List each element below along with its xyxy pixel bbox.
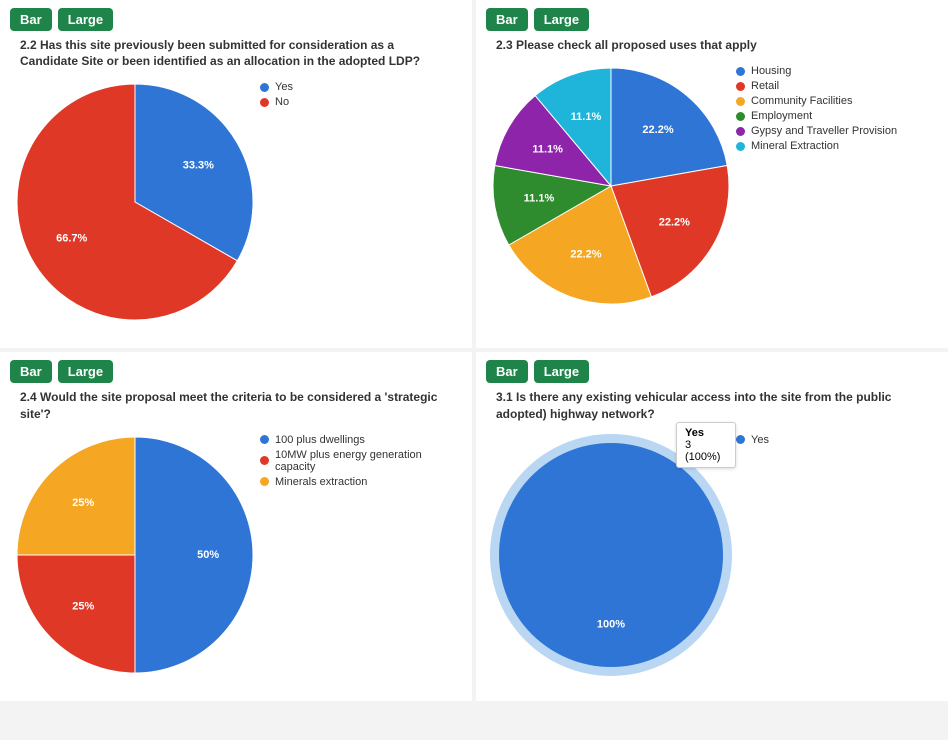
chart-tooltip: Yes3 (100%)	[676, 422, 736, 468]
legend-label: Employment	[751, 110, 812, 122]
legend-item[interactable]: No	[260, 96, 293, 108]
large-button[interactable]: Large	[534, 360, 589, 383]
legend-item[interactable]: Mineral Extraction	[736, 140, 897, 152]
slice-pct-label: 22.2%	[570, 249, 601, 261]
dashboard-grid: Bar Large 2.2 Has this site previously bee…	[0, 0, 948, 701]
pie-slice[interactable]	[17, 437, 135, 555]
slice-pct-label: 25%	[72, 497, 94, 509]
pie-chart: 33.3% 66.7%	[10, 77, 260, 327]
slice-pct-label: 11.1%	[571, 111, 602, 123]
chart-row: 33.3% 66.7% Yes No	[10, 77, 462, 332]
legend-label: Retail	[751, 80, 779, 92]
legend-item[interactable]: 100 plus dwellings	[260, 434, 462, 446]
button-row: Bar Large	[10, 8, 462, 31]
legend-label: Mineral Extraction	[751, 140, 839, 152]
legend-swatch	[260, 83, 269, 92]
slice-pct-label: 11.1%	[532, 144, 563, 156]
legend-item[interactable]: Employment	[736, 110, 897, 122]
legend-label: Community Facilities	[751, 95, 852, 107]
legend-label: 100 plus dwellings	[275, 434, 365, 446]
legend-item[interactable]: 10MW plus energy generation capacity	[260, 449, 462, 473]
slice-pct-label: 11.1%	[524, 193, 555, 205]
chart-wrap: 22.2% 22.2% 22.2% 11.1% 11.1% 11.1%	[486, 61, 736, 316]
legend-swatch	[736, 435, 745, 444]
chart-wrap: 100% Yes3 (100%)	[486, 430, 736, 685]
legend-item[interactable]: Housing	[736, 65, 897, 77]
slice-pct-label: 100%	[597, 618, 625, 630]
legend-item[interactable]: Yes	[260, 81, 293, 93]
panel-p22: Bar Large 2.2 Has this site previously bee…	[0, 0, 472, 348]
pie-chart: 22.2% 22.2% 22.2% 11.1% 11.1% 11.1%	[486, 61, 736, 311]
chart-title: 3.1 Is there any existing vehicular acce…	[496, 389, 928, 421]
legend-label: 10MW plus energy generation capacity	[275, 449, 462, 473]
pie-slice[interactable]	[135, 437, 253, 673]
legend-swatch	[736, 112, 745, 121]
legend-swatch	[736, 97, 745, 106]
legend-item[interactable]: Yes	[736, 434, 769, 446]
tooltip-body: 3 (100%)	[685, 439, 727, 463]
legend-swatch	[260, 456, 269, 465]
slice-pct-label: 25%	[72, 600, 94, 612]
legend-item[interactable]: Community Facilities	[736, 95, 897, 107]
legend-label: Minerals extraction	[275, 476, 367, 488]
legend-swatch	[260, 98, 269, 107]
legend-item[interactable]: Retail	[736, 80, 897, 92]
pie-slice[interactable]	[17, 555, 135, 673]
legend-swatch	[736, 67, 745, 76]
large-button[interactable]: Large	[534, 8, 589, 31]
legend: 100 plus dwellings 10MW plus energy gener…	[260, 430, 462, 491]
panel-p23: Bar Large 2.3 Please check all proposed us…	[476, 0, 948, 348]
chart-wrap: 33.3% 66.7%	[10, 77, 260, 332]
slice-pct-label: 22.2%	[642, 124, 673, 136]
bar-button[interactable]: Bar	[486, 360, 528, 383]
slice-pct-label: 33.3%	[183, 160, 214, 172]
panel-p24: Bar Large 2.4 Would the site proposal meet…	[0, 352, 472, 700]
tooltip-head: Yes	[685, 427, 727, 439]
pie-slice[interactable]	[499, 443, 723, 667]
legend: Yes	[736, 430, 769, 449]
button-row: Bar Large	[10, 360, 462, 383]
slice-pct-label: 66.7%	[56, 233, 87, 245]
chart-wrap: 50% 25% 25%	[10, 430, 260, 685]
button-row: Bar Large	[486, 8, 938, 31]
slice-pct-label: 50%	[197, 549, 219, 561]
large-button[interactable]: Large	[58, 360, 113, 383]
chart-row: 22.2% 22.2% 22.2% 11.1% 11.1% 11.1% Housing Ret…	[486, 61, 938, 316]
panel-p31: Bar Large 3.1 Is there any existing vehicu…	[476, 352, 948, 700]
legend-swatch	[736, 127, 745, 136]
legend-label: Yes	[275, 81, 293, 93]
legend-item[interactable]: Gypsy and Traveller Provision	[736, 125, 897, 137]
bar-button[interactable]: Bar	[10, 360, 52, 383]
legend-item[interactable]: Minerals extraction	[260, 476, 462, 488]
legend-label: No	[275, 96, 289, 108]
legend-swatch	[736, 142, 745, 151]
pie-chart: 50% 25% 25%	[10, 430, 260, 680]
legend-label: Housing	[751, 65, 791, 77]
legend-label: Yes	[751, 434, 769, 446]
chart-row: 100%Yes3 (100%)Yes	[486, 430, 938, 685]
bar-button[interactable]: Bar	[486, 8, 528, 31]
bar-button[interactable]: Bar	[10, 8, 52, 31]
legend-label: Gypsy and Traveller Provision	[751, 125, 897, 137]
chart-title: 2.2 Has this site previously been submit…	[20, 37, 452, 69]
legend-swatch	[260, 477, 269, 486]
slice-pct-label: 22.2%	[659, 217, 690, 229]
large-button[interactable]: Large	[58, 8, 113, 31]
chart-title: 2.3 Please check all proposed uses that …	[496, 37, 928, 53]
legend-swatch	[736, 82, 745, 91]
legend-swatch	[260, 435, 269, 444]
chart-title: 2.4 Would the site proposal meet the cri…	[20, 389, 452, 421]
legend: Housing Retail Community Facilities Employm…	[736, 61, 897, 155]
chart-row: 50% 25% 25% 100 plus dwellings 10MW plus ene…	[10, 430, 462, 685]
legend: Yes No	[260, 77, 293, 111]
button-row: Bar Large	[486, 360, 938, 383]
